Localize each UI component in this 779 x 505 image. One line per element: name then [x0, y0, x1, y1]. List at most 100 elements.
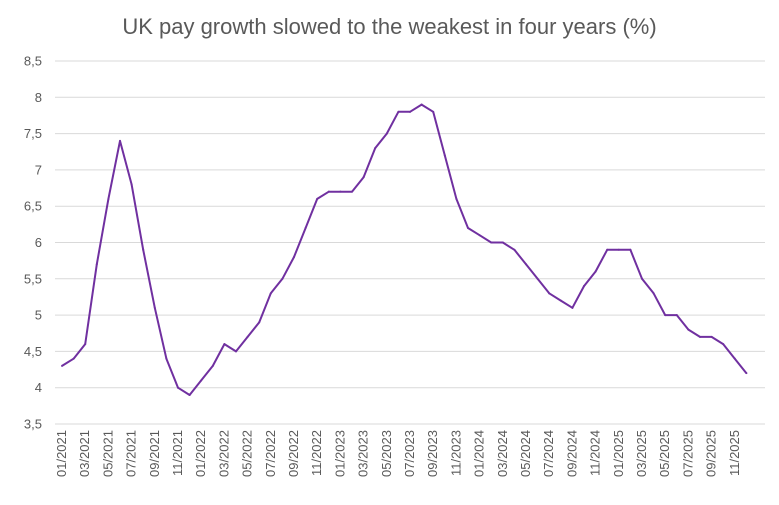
x-tick-label: 05/2025: [657, 430, 672, 477]
x-tick-label: 11/2023: [448, 430, 463, 476]
data-point: [95, 263, 98, 266]
y-tick-label: 7: [35, 162, 42, 177]
data-point: [385, 132, 388, 135]
data-point: [455, 197, 458, 200]
data-point: [420, 103, 423, 106]
x-tick-label: 03/2024: [495, 430, 510, 477]
x-tick-label: 09/2022: [286, 430, 301, 477]
data-point: [664, 314, 667, 317]
x-tick-label: 09/2024: [564, 430, 579, 477]
data-point: [525, 263, 527, 266]
y-tick-label: 4,5: [24, 344, 42, 359]
x-tick-label: 07/2021: [124, 430, 139, 477]
data-point: [362, 176, 365, 179]
data-point: [641, 277, 643, 280]
data-point: [559, 299, 562, 302]
data-point: [327, 190, 330, 193]
x-tick-label: 09/2023: [425, 430, 440, 477]
data-point: [211, 364, 214, 367]
x-tick-label: 03/2025: [634, 430, 649, 477]
data-point: [316, 197, 319, 200]
data-point: [142, 248, 145, 251]
x-tick-label: 03/2023: [356, 430, 371, 477]
data-point: [351, 190, 353, 193]
x-tick-label: 11/2021: [170, 430, 185, 476]
data-point: [409, 110, 411, 113]
data-point: [675, 314, 678, 317]
y-tick-label: 7,5: [24, 126, 42, 141]
x-tick-label: 03/2022: [216, 430, 231, 477]
x-tick-label: 05/2022: [240, 430, 255, 477]
data-point: [443, 154, 446, 157]
y-tick-label: 3,5: [24, 417, 42, 432]
y-tick-label: 6: [35, 235, 42, 250]
y-tick-label: 4: [35, 380, 42, 395]
x-tick-label: 05/2023: [379, 430, 394, 477]
data-point: [548, 292, 551, 295]
x-tick-label: 01/2024: [472, 430, 487, 477]
x-tick-label: 07/2022: [263, 430, 278, 477]
data-point: [536, 277, 539, 280]
x-tick-label: 01/2022: [193, 430, 208, 477]
data-point: [617, 248, 620, 251]
x-tick-label: 05/2024: [518, 430, 533, 477]
data-point: [594, 270, 597, 273]
data-point: [258, 321, 261, 324]
x-tick-label: 05/2021: [100, 430, 115, 477]
data-point: [246, 335, 249, 338]
series-layer: [61, 103, 748, 396]
data-point: [722, 343, 725, 346]
data-point: [269, 292, 272, 295]
data-point: [606, 248, 609, 251]
data-point: [235, 350, 237, 353]
data-point: [165, 357, 168, 360]
y-tick-label: 6,5: [24, 199, 42, 214]
x-axis-ticks: 01/2021 03/2021 05/2021 07/2021 09/2021 11/20…: [54, 430, 742, 477]
y-tick-label: 5: [35, 308, 42, 323]
data-point: [223, 343, 226, 346]
data-point: [571, 306, 574, 309]
data-point: [107, 197, 110, 200]
data-point: [699, 335, 701, 338]
data-point: [490, 241, 493, 244]
x-tick-label: 07/2023: [402, 430, 417, 477]
data-point: [501, 241, 504, 244]
x-tick-label: 11/2025: [727, 430, 742, 476]
data-point: [188, 393, 191, 396]
x-tick-label: 09/2021: [147, 430, 162, 477]
data-point: [84, 343, 87, 346]
y-axis-ticks: 3,5 4 4,5 5 5,5 6 6,5 7 7,5 8 8,5: [24, 54, 42, 432]
data-point: [513, 248, 516, 251]
chart-title: UK pay growth slowed to the weakest in f…: [122, 14, 657, 39]
x-tick-label: 01/2023: [332, 430, 347, 477]
x-tick-label: 01/2025: [611, 430, 626, 477]
data-point: [397, 110, 400, 113]
x-tick-label: 07/2025: [680, 430, 695, 477]
x-tick-label: 11/2022: [309, 430, 324, 476]
x-tick-label: 11/2024: [588, 430, 603, 476]
data-point: [733, 357, 736, 360]
data-point: [710, 335, 713, 338]
data-point: [281, 277, 284, 280]
x-tick-label: 01/2021: [54, 430, 69, 477]
data-point: [200, 379, 203, 382]
data-point: [629, 248, 632, 251]
y-tick-label: 8: [35, 90, 42, 105]
data-point: [339, 190, 342, 193]
data-point: [304, 226, 307, 229]
data-point: [153, 306, 156, 309]
series-line: [61, 103, 748, 396]
data-point: [687, 328, 690, 331]
data-point: [652, 292, 655, 295]
gridlines: [55, 60, 765, 425]
data-point: [467, 226, 469, 229]
x-tick-label: 09/2025: [704, 430, 719, 477]
data-point: [177, 386, 179, 389]
x-tick-label: 07/2024: [541, 430, 556, 477]
y-tick-label: 5,5: [24, 271, 42, 286]
y-tick-label: 8,5: [24, 54, 42, 69]
data-point: [293, 256, 295, 259]
x-tick-label: 03/2021: [77, 430, 92, 477]
